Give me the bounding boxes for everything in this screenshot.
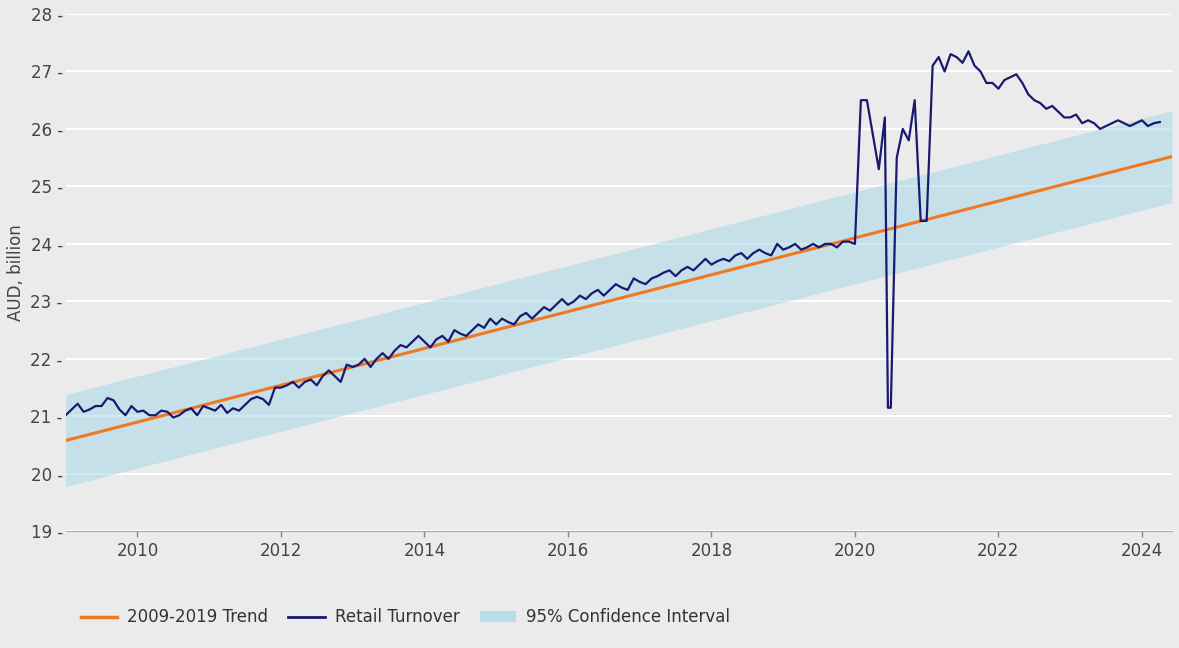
Y-axis label: AUD, billion: AUD, billion — [7, 224, 25, 321]
Legend: 2009-2019 Trend, Retail Turnover, 95% Confidence Interval: 2009-2019 Trend, Retail Turnover, 95% Co… — [74, 602, 737, 633]
